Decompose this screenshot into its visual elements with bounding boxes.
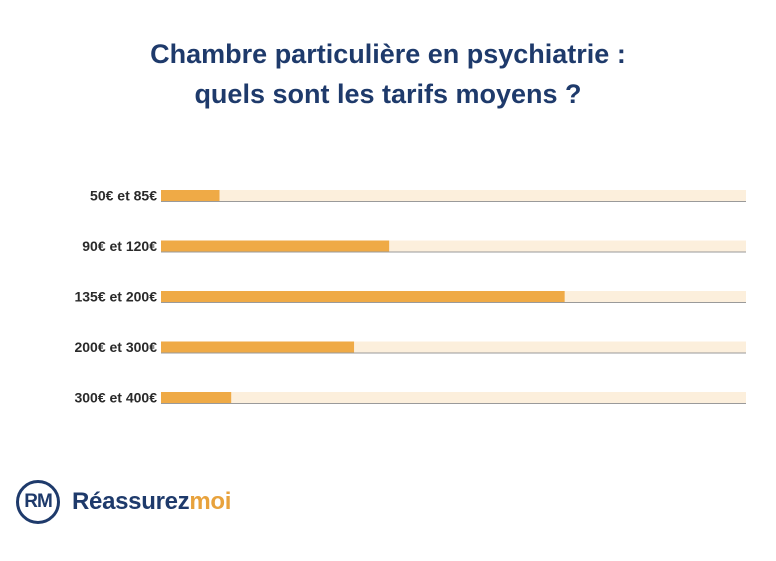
category-label-row-4: 200€ et 300€ <box>74 339 157 355</box>
title-line-2: quels sont les tarifs moyens ? <box>194 79 582 109</box>
category-label-row-2: 90€ et 120€ <box>82 238 157 254</box>
bar-track-row-1 <box>161 190 746 201</box>
brand-mark-icon: RM <box>16 480 60 524</box>
brand-logo: RM Réassurezmoi <box>16 478 231 526</box>
bar-row-1 <box>161 190 220 201</box>
bar-track-row-2 <box>161 240 746 252</box>
page-title: Chambre particulière en psychiatrie : qu… <box>0 34 776 114</box>
brand-name: Réassurezmoi <box>72 488 231 516</box>
bar-track-row-4 <box>161 341 746 353</box>
bar-row-3 <box>161 291 565 302</box>
bar-track-row-5 <box>161 392 746 403</box>
bar-row-4 <box>161 341 355 353</box>
category-label-row-1: 50€ et 85€ <box>90 188 157 204</box>
title-line-1: Chambre particulière en psychiatrie : <box>150 39 626 69</box>
brand-name-accent: moi <box>189 488 232 515</box>
bar-row-5 <box>161 392 232 403</box>
category-label-row-3: 135€ et 200€ <box>74 289 157 305</box>
brand-name-main: Réassurez <box>72 488 190 515</box>
bar-row-2 <box>161 240 390 252</box>
category-label-row-5: 300€ et 400€ <box>74 390 157 406</box>
